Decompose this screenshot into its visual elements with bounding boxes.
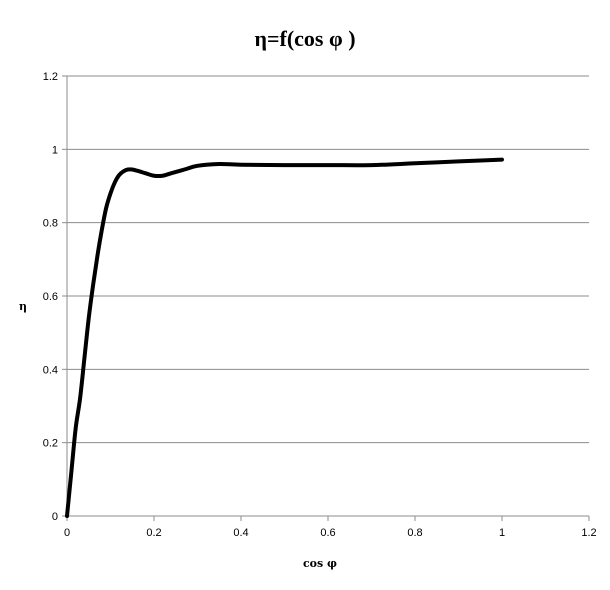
y-tick-label-2: 0.4 xyxy=(43,364,58,376)
series-layer xyxy=(65,157,504,518)
series-line-0 xyxy=(65,157,504,518)
x-axis-label: cos φ xyxy=(303,557,337,570)
x-tick-label-1: 0.2 xyxy=(146,527,161,539)
y-tick-label-1: 0.2 xyxy=(43,438,58,450)
y-tick-label-4: 0.8 xyxy=(43,218,58,230)
grid-lines xyxy=(67,75,589,444)
x-tick-label-6: 1.2 xyxy=(581,527,596,539)
x-tick-label-2: 0.4 xyxy=(233,527,248,539)
x-tick-label-3: 0.6 xyxy=(320,527,335,539)
y-tick-label-3: 0.6 xyxy=(43,291,58,303)
chart-title: η=f(cos φ ) xyxy=(254,26,355,51)
tick-labels: 0 0.2 0.4 0.6 0.8 1 1.2 0 0.2 0.4 0.6 0.8 1 1.2 xyxy=(43,71,597,539)
y-axis-label: η xyxy=(19,300,27,313)
axes xyxy=(62,75,590,521)
x-tick-label-0: 0 xyxy=(64,527,70,539)
y-tick-label-5: 1 xyxy=(52,144,58,156)
x-tick-label-5: 1 xyxy=(499,527,505,539)
y-tick-label-0: 0 xyxy=(52,511,58,523)
y-tick-label-6: 1.2 xyxy=(43,71,58,83)
x-tick-label-4: 0.8 xyxy=(407,527,422,539)
